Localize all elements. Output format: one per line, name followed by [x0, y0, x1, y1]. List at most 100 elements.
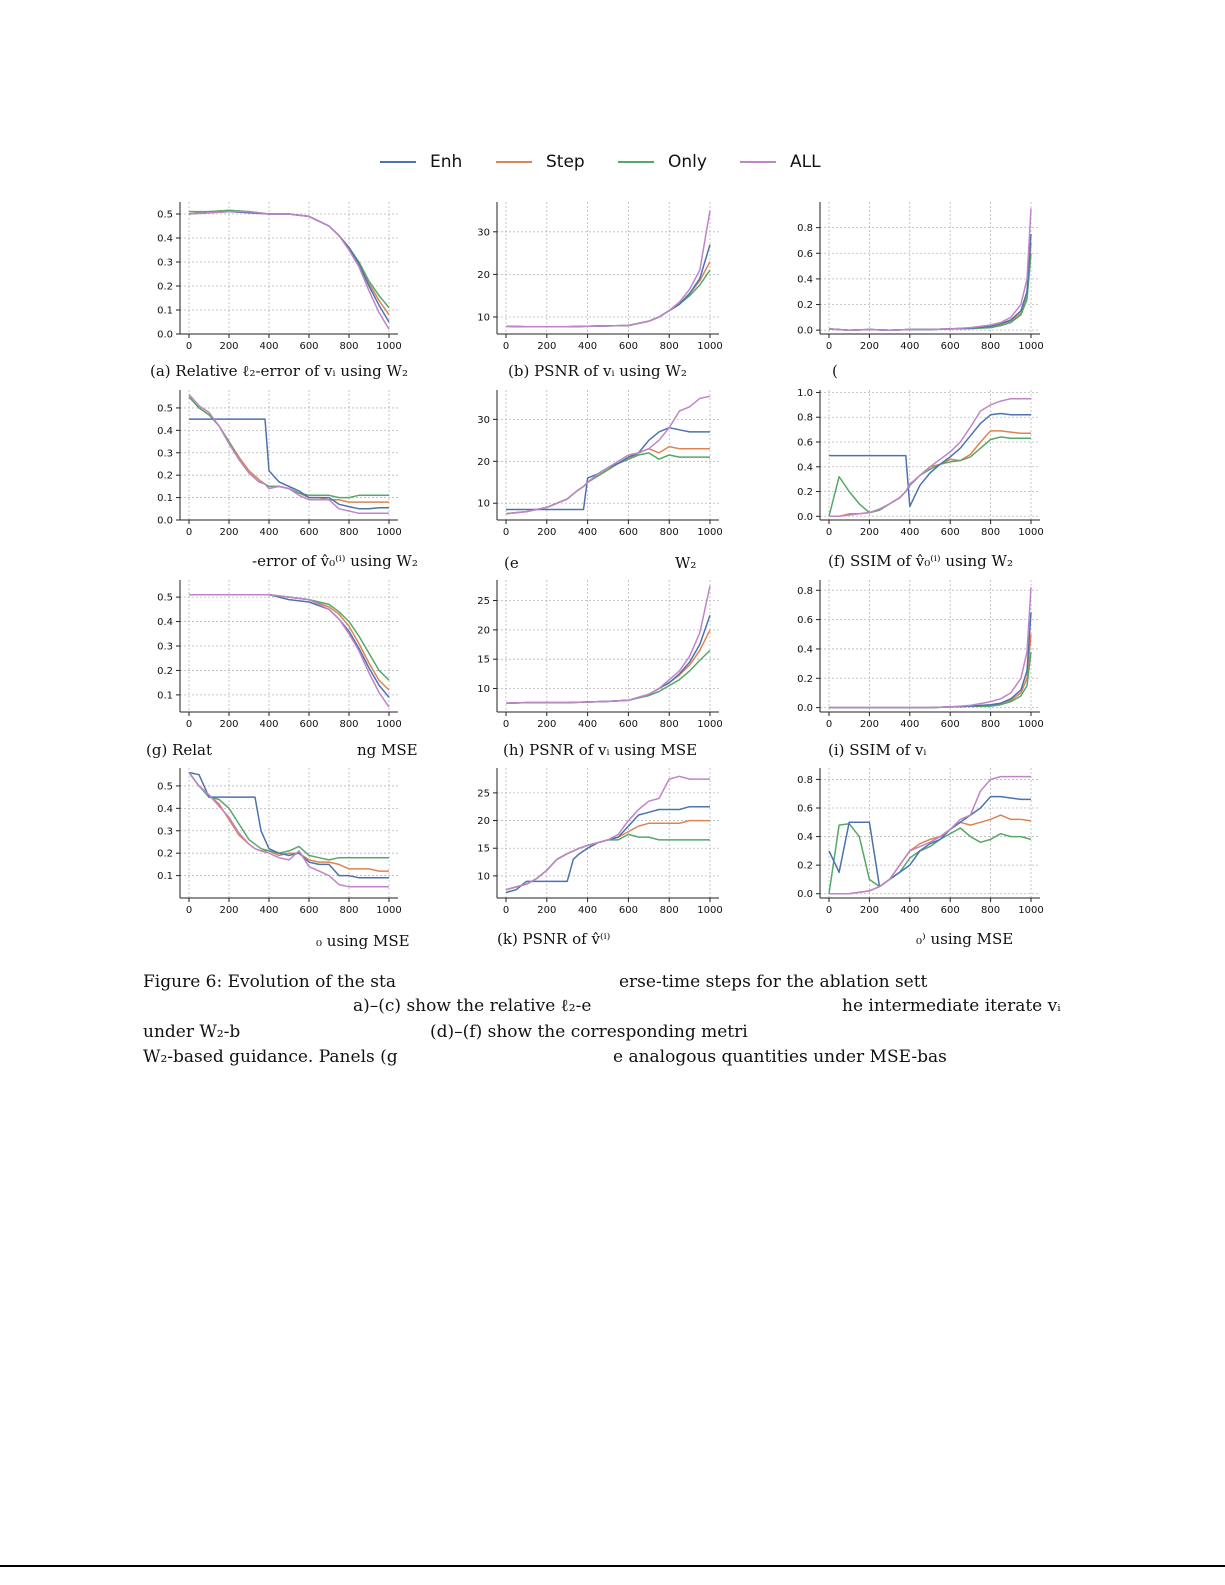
- y-tick-label: 0.3: [157, 258, 173, 269]
- chart-panel-e: 0 200 400 600 800 1000 10 20 30: [477, 390, 723, 538]
- x-tick-label: 400: [578, 527, 597, 538]
- y-tick-label: 0.3: [157, 642, 173, 653]
- series-line-only: [188, 396, 389, 499]
- y-tick-label: 15: [477, 844, 490, 855]
- chart-panel-f: 0 200 400 600 800 1000 0.0 0.2 0.4 0.6 0.8 1.0: [797, 388, 1044, 538]
- series-line-only: [189, 593, 390, 681]
- series-line-only: [189, 209, 390, 309]
- x-tick-label: 1000: [1018, 341, 1043, 352]
- x-tick-label: 800: [660, 341, 679, 352]
- y-tick-label: 0.1: [157, 306, 173, 317]
- caption-line: e analogous quantities under MSE-bas: [613, 1047, 947, 1067]
- series-line-enh: [829, 612, 1032, 709]
- chart-panel-g: 0 200 400 600 800 1000 0.1 0.2 0.3 0.4 0.5: [157, 580, 402, 730]
- series-line-all: [505, 585, 711, 704]
- x-tick-label: 200: [860, 905, 879, 916]
- caption-g-tail: ng MSE: [357, 741, 418, 759]
- y-tick-label: 0.2: [797, 674, 813, 685]
- series-line-step: [828, 242, 1032, 331]
- chart-panel-c: 0 200 400 600 800 1000 0.0 0.2 0.4 0.6 0.8: [797, 202, 1044, 352]
- y-tick-label: 0.0: [797, 889, 813, 900]
- x-tick-label: 400: [578, 341, 597, 352]
- caption-h: (h) PSNR of vᵢ using MSE: [503, 741, 698, 759]
- series-line-only: [505, 269, 711, 328]
- y-tick-label: 10: [477, 684, 490, 695]
- legend-item-step: Step: [496, 148, 585, 176]
- chart-panel-i: 0 200 400 600 800 1000 0.0 0.2 0.4 0.6 0.8: [797, 580, 1044, 730]
- series-line-enh: [828, 795, 1031, 888]
- y-tick-label: 1.0: [797, 388, 813, 399]
- x-tick-label: 800: [981, 905, 1000, 916]
- y-tick-label: 10: [477, 871, 490, 882]
- y-tick-label: 0.2: [797, 487, 813, 498]
- caption-line: (d)–(f) show the corresponding metri: [430, 1022, 748, 1042]
- x-tick-label: 200: [219, 719, 238, 730]
- y-tick-label: 20: [477, 816, 490, 827]
- caption-line: erse-time steps for the ablation sett: [619, 972, 928, 992]
- y-tick-label: 0.3: [157, 448, 173, 459]
- y-tick-label: 0.0: [157, 516, 173, 527]
- y-tick-label: 15: [477, 655, 490, 666]
- x-tick-label: 400: [900, 905, 919, 916]
- y-tick-label: 30: [477, 415, 490, 426]
- chart-panel-j: 0 200 400 600 800 1000 0.1 0.2 0.3 0.4 0.5: [157, 768, 402, 916]
- y-tick-label: 0.4: [797, 274, 813, 285]
- x-tick-label: 400: [259, 341, 278, 352]
- x-tick-label: 800: [981, 719, 1000, 730]
- x-tick-label: 800: [339, 341, 358, 352]
- x-tick-label: 0: [186, 527, 192, 538]
- y-tick-label: 0.1: [157, 690, 173, 701]
- y-tick-label: 0.0: [797, 512, 813, 523]
- caption-k: (k) PSNR of v̂⁽ⁱ⁾: [497, 930, 611, 948]
- y-tick-label: 10: [477, 312, 490, 323]
- y-tick-label: 0.6: [797, 438, 813, 449]
- y-tick-label: 0.4: [797, 832, 813, 843]
- x-tick-label: 0: [503, 905, 509, 916]
- caption-f: (f) SSIM of v̂₀⁽ⁱ⁾ using W₂: [828, 552, 1013, 570]
- caption-e-tail: W₂: [675, 554, 697, 572]
- y-tick-label: 0.2: [797, 300, 813, 311]
- x-tick-label: 0: [186, 719, 192, 730]
- x-tick-label: 1000: [697, 341, 722, 352]
- caption-line: W₂-based guidance. Panels (g: [143, 1047, 398, 1067]
- series-line-enh: [505, 614, 711, 704]
- series-line-all: [188, 210, 390, 330]
- caption-a: (a) Relative ℓ₂-error of vᵢ using W₂: [150, 362, 408, 380]
- chart-panel-l: 0 200 400 600 800 1000 0.0 0.2 0.4 0.6 0.8: [797, 768, 1044, 916]
- caption-c: (: [832, 362, 838, 380]
- series-line-enh: [828, 233, 1032, 331]
- series-line-step: [189, 593, 390, 691]
- series-line-all: [829, 775, 1031, 895]
- x-tick-label: 800: [660, 527, 679, 538]
- x-tick-label: 600: [941, 341, 960, 352]
- y-tick-label: 0.3: [157, 826, 173, 837]
- x-tick-label: 200: [219, 341, 238, 352]
- x-tick-label: 1000: [376, 905, 401, 916]
- x-tick-label: 1000: [1018, 527, 1043, 538]
- x-tick-label: 800: [660, 719, 679, 730]
- y-tick-label: 0.2: [157, 282, 173, 293]
- series-line-all: [505, 210, 711, 328]
- x-tick-label: 200: [860, 341, 879, 352]
- y-tick-label: 0.0: [797, 703, 813, 714]
- x-tick-label: 400: [900, 719, 919, 730]
- series-line-enh: [505, 244, 711, 328]
- x-tick-label: 600: [619, 905, 638, 916]
- x-tick-label: 0: [826, 905, 832, 916]
- x-tick-label: 800: [339, 905, 358, 916]
- x-tick-label: 0: [186, 905, 192, 916]
- legend-swatch: [618, 161, 654, 163]
- y-tick-label: 25: [477, 788, 490, 799]
- y-tick-label: 20: [477, 625, 490, 636]
- y-tick-label: 0.5: [157, 593, 173, 604]
- figure-legend: Enh Step Only ALL: [380, 148, 840, 176]
- series-line-step: [829, 634, 1032, 709]
- y-tick-label: 0.4: [157, 617, 173, 628]
- legend-label: Enh: [430, 152, 463, 172]
- x-tick-label: 200: [860, 527, 879, 538]
- series-line-step: [505, 629, 711, 704]
- x-tick-label: 1000: [1018, 905, 1043, 916]
- y-tick-label: 0.1: [157, 871, 173, 882]
- y-tick-label: 0.4: [157, 234, 173, 245]
